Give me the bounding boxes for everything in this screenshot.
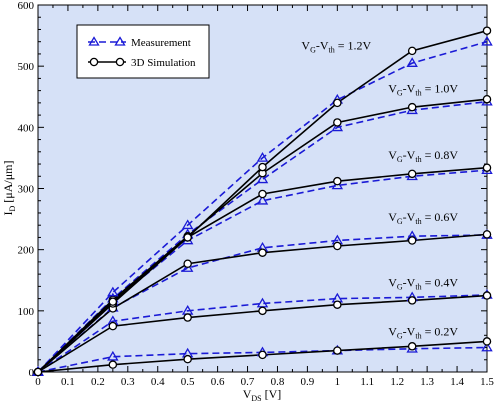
measurement-point <box>406 57 418 67</box>
legend-measurement-marker <box>114 36 126 46</box>
simulation-point <box>333 346 342 355</box>
simulation-point <box>407 102 417 112</box>
curve-label: VG-Vth = 0.6V <box>388 210 458 226</box>
series-vg-0.4V <box>32 289 493 377</box>
x-tick-label: 0.9 <box>301 376 315 388</box>
simulation-point <box>333 300 342 309</box>
x-tick-label: 1.2 <box>390 376 404 388</box>
measurement-point <box>181 262 194 272</box>
measurement-line <box>37 40 488 373</box>
x-tick-label: 0.5 <box>181 376 195 388</box>
x-tick-label: 1.4 <box>450 376 464 388</box>
curve-labels: VG-Vth = 1.2V VG-Vth = 1.0V VG-Vth = 0.8V V… <box>301 39 458 341</box>
simulation-point <box>333 241 342 251</box>
simulation-point <box>258 248 267 257</box>
simulation-point <box>482 230 492 239</box>
simulation-point <box>183 354 192 364</box>
simulation-point <box>482 26 492 35</box>
legend-measurement-marker <box>88 36 100 46</box>
x-tick-labels: 0 0.1 0.2 0.3 0.4 0.5 0.6 0.7 0.8 0.9 1 1.1 1.2 1.3 1.… <box>35 376 494 388</box>
measurement-point <box>181 219 194 230</box>
simulation-point <box>258 162 267 172</box>
x-tick-label: 0.7 <box>241 376 255 388</box>
simulation-point <box>108 297 118 306</box>
x-tick-label: 1.1 <box>360 376 374 388</box>
x-tick-label: 1.5 <box>480 376 494 388</box>
legend-box <box>76 24 210 79</box>
measurement-point <box>107 286 119 297</box>
legend-simulation-marker <box>89 57 99 67</box>
y-tick-label: 600 <box>18 0 35 12</box>
simulation-point <box>183 259 192 268</box>
x-tick-label: 1.3 <box>420 376 434 388</box>
simulation-point <box>407 296 417 305</box>
measurement-point <box>107 350 119 361</box>
x-tick-label: 0.4 <box>151 376 165 388</box>
simulation-point <box>333 98 342 108</box>
y-tick-label: 0 <box>29 367 35 379</box>
legend: Measurement 3D Simulation <box>76 24 210 79</box>
simulation-point <box>482 337 492 346</box>
simulation-point <box>482 94 492 104</box>
simulation-point <box>108 321 118 331</box>
simulation-point <box>183 233 192 242</box>
x-tick-label: 0 <box>35 376 41 388</box>
y-axis-title: ID [μA/μm] <box>1 161 17 216</box>
simulation-point <box>407 342 417 351</box>
measurement-point <box>481 35 493 46</box>
curve-label: VG-Vth = 0.8V <box>388 148 458 164</box>
simulation-point <box>333 118 342 127</box>
series-vg-1.2V <box>32 26 493 377</box>
curve-label: VG-Vth = 0.4V <box>388 275 458 291</box>
measurement-point <box>256 152 269 162</box>
legend-measurement-label: Measurement <box>131 37 191 49</box>
x-tick-label: 0.8 <box>271 376 285 388</box>
y-tick-label: 100 <box>18 306 35 318</box>
curve-label: VG-Vth = 1.0V <box>388 81 458 97</box>
curve-label: VG-Vth = 1.2V <box>301 39 371 55</box>
y-tick-label: 400 <box>18 122 35 134</box>
simulation-point <box>407 169 417 179</box>
curve-label: VG-Vth = 0.2V <box>388 324 458 340</box>
x-axis-title: VDS [V] <box>243 387 282 403</box>
y-tick-label: 300 <box>18 184 35 196</box>
measurement-point <box>331 179 344 190</box>
legend-simulation-marker <box>115 57 125 67</box>
series-layer <box>32 26 493 377</box>
legend-simulation-label: 3D Simulation <box>131 57 196 69</box>
measurement-point <box>256 194 269 205</box>
measurement-line <box>37 234 488 373</box>
y-tick-label: 200 <box>18 245 35 257</box>
simulation-point <box>258 306 267 316</box>
simulation-point <box>258 189 267 199</box>
y-tick-labels: 0 100 200 300 400 500 600 <box>18 0 35 379</box>
simulation-point <box>183 313 192 322</box>
measurement-point <box>331 121 344 132</box>
x-tick-label: 0.1 <box>61 376 75 388</box>
measurement-point <box>481 341 493 352</box>
simulation-point <box>108 360 118 369</box>
simulation-point <box>407 46 417 56</box>
x-tick-label: 0.2 <box>91 376 105 388</box>
simulation-point <box>482 163 492 172</box>
x-tick-label: 0.6 <box>211 376 225 388</box>
y-tick-label: 500 <box>18 61 35 73</box>
simulation-point <box>33 367 43 377</box>
simulation-point <box>333 176 342 186</box>
simulation-point <box>482 291 492 300</box>
x-tick-label: 1 <box>335 376 341 388</box>
simulation-point <box>258 350 267 360</box>
simulation-point <box>407 236 417 245</box>
measurement-point <box>256 173 269 184</box>
x-tick-label: 0.3 <box>121 376 135 388</box>
